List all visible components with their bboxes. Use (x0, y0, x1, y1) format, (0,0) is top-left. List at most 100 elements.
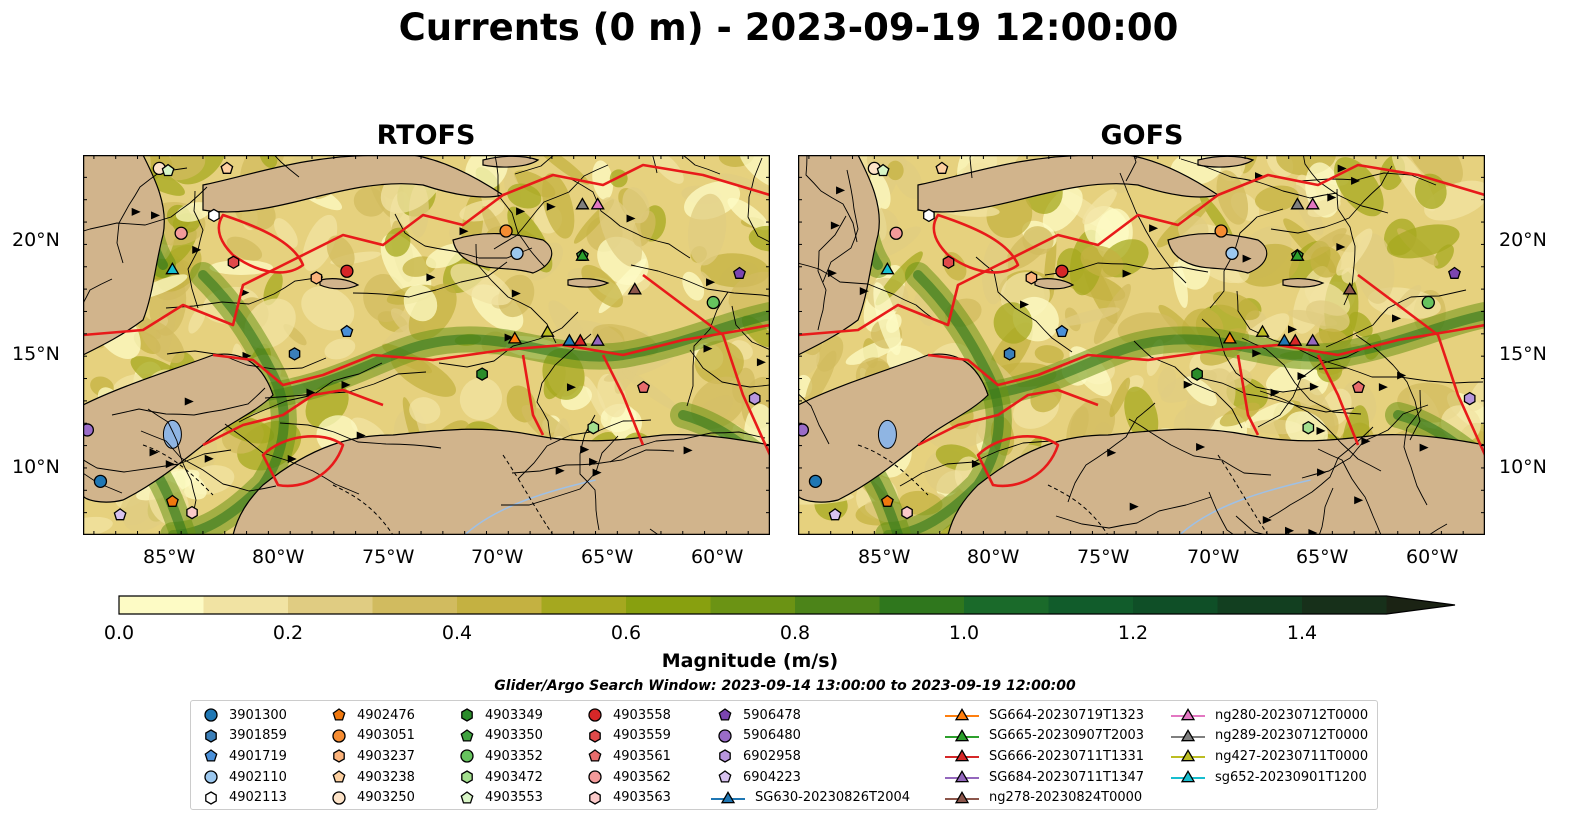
legend-marker-icon (588, 749, 602, 762)
legend-label: 4903561 (613, 748, 671, 764)
colorbar-tick-3: 0.6 (610, 622, 642, 644)
legend-label: 3901300 (229, 707, 287, 723)
map-marker-4902113 (923, 208, 935, 223)
legend-item-4903472: 4903472 (459, 767, 543, 787)
lat-label-10n-left: 10°N (12, 456, 60, 478)
legend-label: 5906480 (743, 728, 801, 744)
legend-marker-icon (460, 790, 474, 804)
map-marker-6902958 (1463, 391, 1476, 406)
map-marker-4903352 (1421, 295, 1435, 310)
map-marker-4903562 (174, 226, 188, 240)
map-marker-4903559 (942, 255, 955, 270)
legend-label: 4903472 (485, 769, 543, 785)
legend-marker-icon (332, 708, 346, 721)
legend-label: ng289-20230712T0000 (1215, 728, 1369, 744)
legend-label: SG665-20230907T2003 (989, 728, 1145, 744)
legend-label: 4903349 (485, 707, 543, 723)
legend-marker-icon (945, 728, 979, 742)
lon-label-60w-left: 60°W (691, 546, 744, 568)
panel-title-rtofs: RTOFS (376, 120, 476, 151)
map-marker-6902958 (748, 391, 761, 406)
legend-label: 4901719 (229, 748, 287, 764)
lon-label-85w-left: 85°W (143, 546, 196, 568)
map-panel-rtofs (83, 155, 770, 535)
map-marker-4903237 (310, 271, 323, 285)
legend-item-SG664-20230719T1323: SG664-20230719T1323 (945, 705, 1144, 725)
lon-label-70w-right: 70°W (1187, 546, 1240, 568)
legend-item-4903559: 4903559 (587, 726, 671, 746)
legend-item-ng289-20230712T0000: ng289-20230712T0000 (1171, 726, 1368, 746)
legend-item-5906480: 5906480 (717, 726, 801, 746)
map-marker-SG630-20230826T2004 (562, 333, 577, 346)
map-panel-gofs (798, 155, 1485, 535)
legend-label: SG684-20230711T1347 (989, 769, 1145, 785)
map-marker-4903238 (220, 161, 234, 174)
legend-marker-icon (718, 708, 732, 721)
legend-label: 6904223 (743, 769, 801, 785)
legend-label: ng427-20230711T0000 (1215, 748, 1369, 764)
legend-label: 6902958 (743, 748, 801, 764)
map-marker-4903563 (901, 505, 913, 520)
map-marker-SG630-20230826T2004 (1277, 333, 1292, 346)
map-marker-3901859 (288, 347, 301, 361)
legend-item-4903558: 4903558 (587, 705, 671, 725)
map-marker-SG665-20230907T2003 (1290, 248, 1305, 261)
legend-marker-icon (945, 770, 979, 783)
colorbar-tick-7: 1.4 (1286, 622, 1318, 644)
legend-item-4903562: 4903562 (587, 767, 671, 787)
search-window-text: Glider/Argo Search Window: 2023-09-14 13… (494, 678, 1076, 694)
legend-label: 4902476 (357, 707, 415, 723)
legend-marker-icon (332, 729, 346, 743)
map-marker-4903553 (161, 163, 175, 177)
legend-marker-icon (205, 728, 217, 743)
map-marker-4903051 (1214, 224, 1228, 238)
map-marker-4902476 (165, 494, 179, 507)
legend-label: SG630-20230826T2004 (755, 790, 911, 806)
legend-item-4903563: 4903563 (587, 788, 671, 808)
colorbar-tick-4: 0.8 (779, 622, 811, 644)
legend-label: 4903237 (357, 748, 415, 764)
legend-item-4903349: 4903349 (459, 705, 543, 725)
map-marker-4902110 (510, 246, 524, 261)
legend-item-4903561: 4903561 (587, 746, 671, 766)
colorbar-tick-2: 0.4 (441, 622, 473, 644)
legend-marker-icon (945, 790, 979, 804)
legend-marker-icon (589, 728, 601, 743)
legend-label: 4903563 (613, 790, 671, 806)
legend-marker-icon (588, 708, 602, 722)
colorbar (118, 595, 1456, 615)
map-marker-5906478 (733, 266, 746, 279)
legend-label: 4902110 (229, 769, 287, 785)
lat-label-15n-right: 15°N (1499, 343, 1547, 365)
legend-marker-icon (461, 708, 473, 722)
legend-label: 4903553 (485, 790, 543, 806)
legend-label: ng278-20230824T0000 (989, 790, 1143, 806)
legend-item-ng280-20230712T0000: ng280-20230712T0000 (1171, 705, 1368, 725)
legend-label: 4903562 (613, 769, 671, 785)
legend-item-4901719: 4901719 (203, 746, 287, 766)
colorbar-tick-5: 1.0 (948, 622, 980, 644)
legend-item-4903352: 4903352 (459, 746, 543, 766)
map-marker-sg652-20230901T1200 (165, 261, 180, 275)
figure-title: Currents (0 m) - 2023-09-19 12:00:00 (398, 6, 1179, 49)
legend-label: SG666-20230711T1331 (989, 748, 1145, 764)
legend-label: 4902113 (229, 790, 287, 806)
legend-item-6902958: 6902958 (717, 746, 801, 766)
map-marker-4903562 (889, 226, 903, 240)
map-marker-4901719 (1055, 324, 1069, 338)
legend-item-ng278-20230824T0000: ng278-20230824T0000 (945, 788, 1142, 808)
legend-marker-icon (588, 770, 602, 784)
legend-item-4903237: 4903237 (331, 746, 415, 766)
map-marker-4903561 (637, 380, 650, 393)
lon-label-75w-right: 75°W (1077, 546, 1130, 568)
legend-item-SG630-20230826T2004: SG630-20230826T2004 (711, 788, 910, 808)
colorbar-tick-0: 0.0 (103, 622, 135, 644)
legend-label: 4903558 (613, 707, 671, 723)
legend-item-4903553: 4903553 (459, 788, 543, 808)
legend-item-4903350: 4903350 (459, 726, 543, 746)
map-marker-4903558 (340, 264, 354, 278)
legend-label: SG664-20230719T1323 (989, 707, 1145, 723)
legend-marker-icon (1171, 770, 1205, 783)
lon-label-75w-left: 75°W (362, 546, 415, 568)
legend-item-6904223: 6904223 (717, 767, 801, 787)
